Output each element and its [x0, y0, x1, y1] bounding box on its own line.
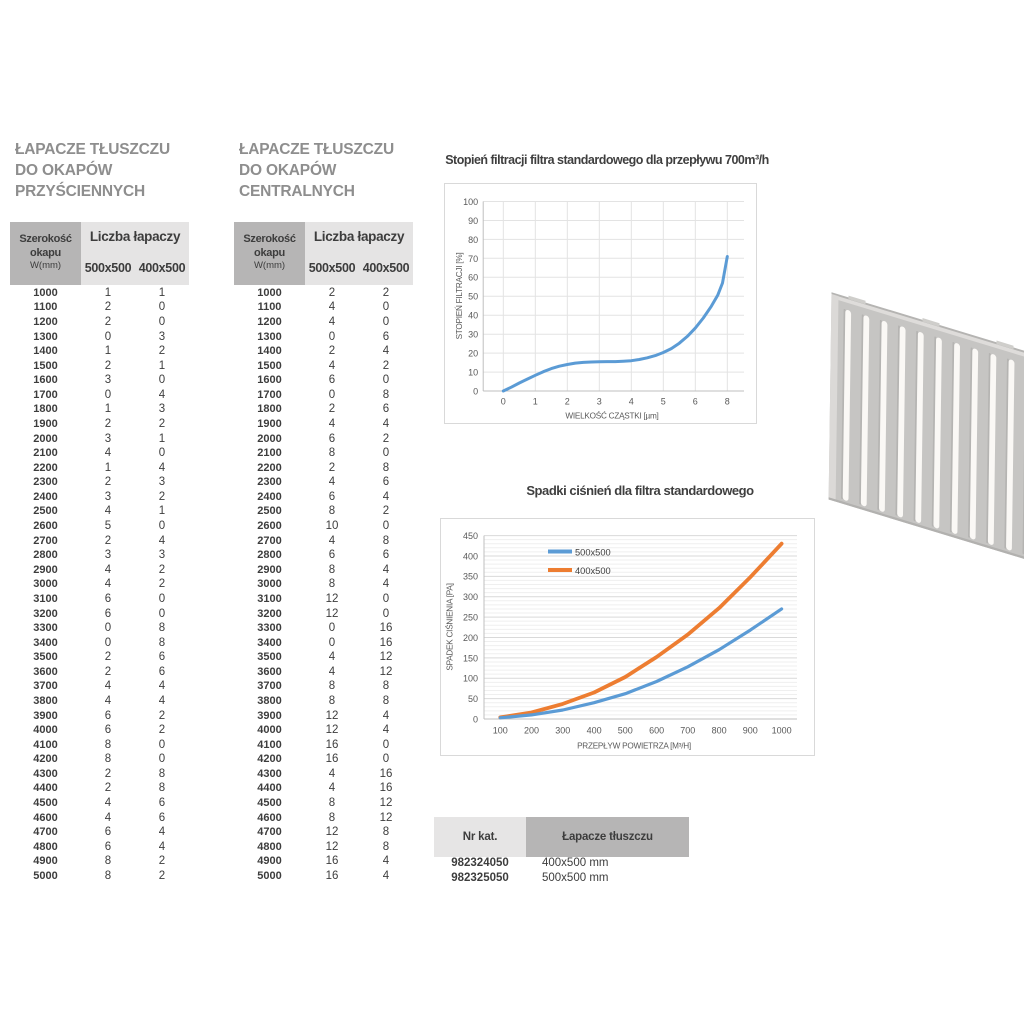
svg-text:700: 700 — [680, 726, 695, 736]
svg-text:450: 450 — [463, 531, 478, 541]
svg-text:30: 30 — [468, 330, 478, 340]
svg-text:PRZEPŁYW POWIETRZA [M³/H]: PRZEPŁYW POWIETRZA [M³/H] — [577, 742, 691, 751]
svg-text:90: 90 — [468, 216, 478, 226]
svg-text:50: 50 — [468, 292, 478, 302]
svg-text:1000: 1000 — [772, 726, 792, 736]
svg-text:0: 0 — [473, 714, 478, 724]
svg-text:600: 600 — [649, 726, 664, 736]
svg-text:150: 150 — [463, 653, 478, 663]
svg-text:100: 100 — [463, 674, 478, 684]
svg-text:3: 3 — [597, 397, 602, 407]
svg-text:5: 5 — [661, 397, 666, 407]
svg-text:80: 80 — [468, 235, 478, 245]
svg-text:SPADEK CIŚNIENIA [PA]: SPADEK CIŚNIENIA [PA] — [444, 583, 455, 670]
svg-text:4: 4 — [629, 397, 634, 407]
svg-text:2: 2 — [565, 397, 570, 407]
svg-text:200: 200 — [463, 633, 478, 643]
svg-text:500: 500 — [618, 726, 633, 736]
svg-text:60: 60 — [468, 273, 478, 283]
svg-text:6: 6 — [693, 397, 698, 407]
svg-text:0: 0 — [473, 386, 478, 396]
svg-text:800: 800 — [712, 726, 727, 736]
svg-text:100: 100 — [463, 197, 478, 207]
svg-text:0: 0 — [501, 397, 506, 407]
svg-text:200: 200 — [524, 726, 539, 736]
svg-text:400: 400 — [463, 551, 478, 561]
svg-text:50: 50 — [468, 694, 478, 704]
svg-text:400: 400 — [587, 726, 602, 736]
svg-text:250: 250 — [463, 613, 478, 623]
svg-text:900: 900 — [743, 726, 758, 736]
svg-text:20: 20 — [468, 349, 478, 359]
svg-text:1: 1 — [533, 397, 538, 407]
svg-text:40: 40 — [468, 311, 478, 321]
svg-text:500x500: 500x500 — [575, 548, 611, 558]
svg-text:350: 350 — [463, 572, 478, 582]
svg-text:70: 70 — [468, 254, 478, 264]
svg-text:WIELKOŚĆ CZĄSTKI [µm]: WIELKOŚĆ CZĄSTKI [µm] — [565, 410, 658, 421]
svg-text:STOPIEŃ FILTRACJI [%]: STOPIEŃ FILTRACJI [%] — [454, 253, 464, 340]
svg-text:400x500: 400x500 — [575, 566, 611, 576]
svg-text:10: 10 — [468, 368, 478, 378]
svg-text:100: 100 — [493, 726, 508, 736]
svg-text:300: 300 — [463, 592, 478, 602]
svg-text:8: 8 — [725, 397, 730, 407]
svg-text:300: 300 — [555, 726, 570, 736]
